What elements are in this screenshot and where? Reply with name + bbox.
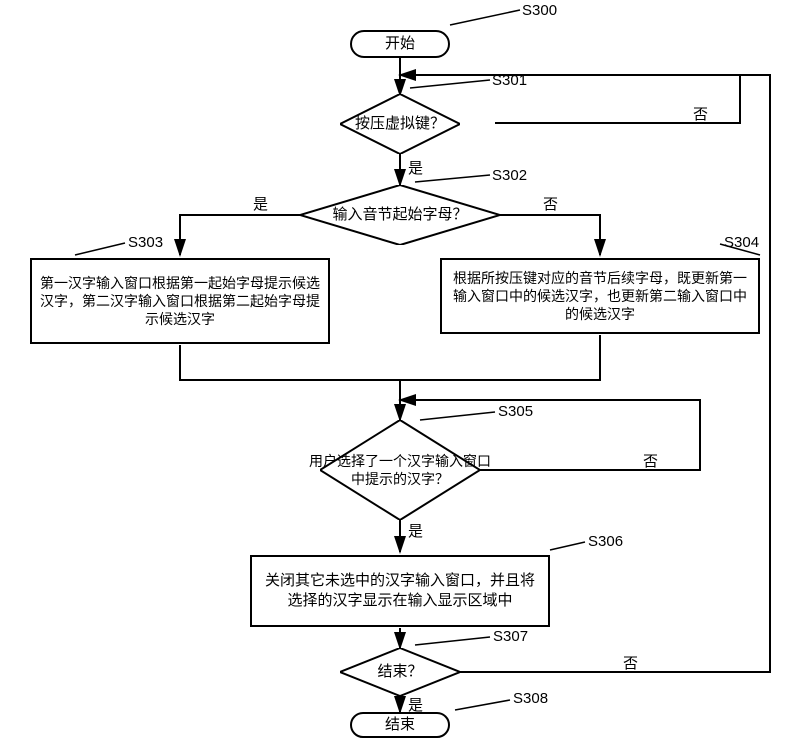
label-s304: S304 bbox=[724, 234, 759, 251]
edge-d4-yes: 是 bbox=[408, 694, 423, 715]
edge-d3-no: 否 bbox=[643, 450, 658, 471]
decision-press-virtual-key: 按压虚拟键？ bbox=[340, 94, 460, 154]
label-s305: S305 bbox=[498, 403, 533, 420]
end-terminator: 结束 bbox=[350, 712, 450, 738]
label-s300: S300 bbox=[522, 2, 557, 19]
decision-d1-label: 按压虚拟键？ bbox=[304, 94, 496, 154]
start-terminator: 开始 bbox=[350, 30, 450, 58]
label-s303: S303 bbox=[128, 234, 163, 251]
edge-d1-yes: 是 bbox=[408, 157, 423, 178]
label-s301: S301 bbox=[492, 72, 527, 89]
process-first-window-candidates: 第一汉字输入窗口根据第一起始字母提示候选汉字，第二汉字输入窗口根据第二起始字母提… bbox=[30, 258, 330, 344]
decision-input-initial-letter: 输入音节起始字母？ bbox=[300, 185, 500, 245]
label-s302: S302 bbox=[492, 167, 527, 184]
label-s307: S307 bbox=[493, 628, 528, 645]
process-close-other-windows: 关闭其它未选中的汉字输入窗口，并且将选择的汉字显示在输入显示区域中 bbox=[250, 555, 550, 627]
edge-d3-yes: 是 bbox=[408, 520, 423, 541]
edge-d2-yes: 是 bbox=[253, 193, 268, 214]
edge-d2-no: 否 bbox=[543, 193, 558, 214]
decision-d2-label: 输入音节起始字母？ bbox=[240, 185, 560, 245]
edge-d1-no: 否 bbox=[693, 103, 708, 124]
label-s308: S308 bbox=[513, 690, 548, 707]
decision-end: 结束？ bbox=[340, 648, 460, 696]
label-s306: S306 bbox=[588, 533, 623, 550]
process-update-both-windows: 根据所按压键对应的音节后续字母，既更新第一输入窗口中的候选汉字，也更新第二输入窗… bbox=[440, 258, 760, 334]
decision-d3-label: 用户选择了一个汉字输入窗口中提示的汉字？ bbox=[304, 420, 496, 520]
decision-user-selected-char: 用户选择了一个汉字输入窗口中提示的汉字？ bbox=[320, 420, 480, 520]
decision-d4-label: 结束？ bbox=[304, 648, 496, 696]
edge-d4-no: 否 bbox=[623, 652, 638, 673]
